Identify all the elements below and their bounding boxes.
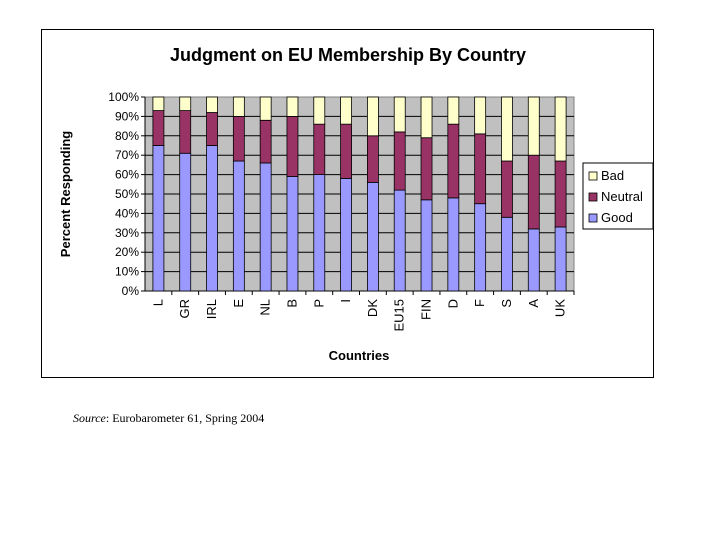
bar-neutral-b xyxy=(286,116,299,177)
legend-swatch-neutral xyxy=(588,192,598,202)
bar-good-e xyxy=(232,160,245,292)
bar-bad-gr xyxy=(179,96,192,111)
bar-good-i xyxy=(340,178,352,292)
source-text: : Eurobarometer 61, Spring 2004 xyxy=(105,411,265,425)
bar-good-b xyxy=(286,176,299,292)
x-tick-label: GR xyxy=(177,299,192,319)
bar-neutral-fin xyxy=(420,137,433,201)
bar-good-a xyxy=(527,228,540,292)
legend-swatch-good xyxy=(588,213,598,223)
chart-frame: Judgment on EU Membership By Country 0% 1… xyxy=(41,29,654,378)
bar-bad-dk xyxy=(367,96,379,137)
bar-good-fin xyxy=(420,199,433,292)
bar-good-eu15 xyxy=(393,189,406,292)
bar-good-dk xyxy=(367,181,379,292)
bar-neutral-i xyxy=(340,123,352,179)
bar-good-gr xyxy=(179,152,192,292)
source-label: Source xyxy=(73,411,106,425)
bar-neutral-a xyxy=(527,154,540,230)
y-tick-label: 100% xyxy=(108,90,139,104)
bar-bad-f xyxy=(474,96,487,135)
bar-bad-d xyxy=(447,96,460,125)
x-tick-label: A xyxy=(526,299,541,308)
bar-bad-eu15 xyxy=(393,96,406,133)
y-tick-label: 30% xyxy=(115,226,139,240)
x-tick-label: NL xyxy=(258,299,273,316)
y-tick-label: 80% xyxy=(115,129,139,143)
bar-neutral-uk xyxy=(554,160,567,228)
source-note: Source: Eurobarometer 61, Spring 2004 xyxy=(73,411,264,426)
bar-good-uk xyxy=(554,226,567,292)
x-axis-label: Countries xyxy=(329,348,390,363)
bar-neutral-e xyxy=(232,116,245,162)
x-tick-label: B xyxy=(284,299,299,308)
legend-label-neutral: Neutral xyxy=(601,189,643,204)
legend-label-good: Good xyxy=(601,210,633,225)
bar-bad-a xyxy=(527,96,540,156)
x-tick-label: EU15 xyxy=(392,299,407,332)
bar-good-nl xyxy=(259,162,272,292)
bar-good-f xyxy=(474,203,487,292)
bar-bad-fin xyxy=(420,96,433,139)
bar-neutral-nl xyxy=(259,119,272,164)
chart-title: Judgment on EU Membership By Country xyxy=(170,45,526,65)
plot-area: 0% 10% 20% 30% 40% 50% 60% 70% 80% 90% 100% L GR IRL E… xyxy=(108,90,575,332)
x-tick-label: F xyxy=(472,299,487,307)
y-tick-label: 50% xyxy=(115,187,139,201)
x-tick-label: S xyxy=(499,299,514,308)
bar-good-d xyxy=(447,197,460,292)
bar-bad-l xyxy=(152,96,165,111)
y-tick-label: 90% xyxy=(115,109,139,123)
bar-bad-b xyxy=(286,96,299,117)
y-tick-label: 20% xyxy=(115,245,139,259)
y-tick-label: 10% xyxy=(115,265,139,279)
bar-neutral-irl xyxy=(206,112,218,146)
x-tick-label: I xyxy=(338,299,353,303)
bar-neutral-d xyxy=(447,123,460,199)
bar-good-l xyxy=(152,145,165,292)
x-tick-label: DK xyxy=(365,299,380,317)
bar-bad-i xyxy=(340,96,352,125)
y-tick-label: 60% xyxy=(115,168,139,182)
x-tick-label: E xyxy=(231,299,246,308)
bar-neutral-dk xyxy=(367,135,379,183)
bar-good-p xyxy=(313,174,326,292)
bar-bad-nl xyxy=(259,96,272,121)
legend-label-bad: Bad xyxy=(601,168,624,183)
bar-neutral-eu15 xyxy=(393,131,406,191)
bar-neutral-l xyxy=(152,110,165,146)
bar-neutral-p xyxy=(313,123,326,176)
bar-neutral-s xyxy=(501,160,513,218)
legend: Bad Neutral Good xyxy=(582,162,654,230)
x-tick-label: L xyxy=(150,299,165,306)
x-tick-label: IRL xyxy=(204,299,219,319)
y-tick-label: 70% xyxy=(115,148,139,162)
x-tick-label: UK xyxy=(553,299,568,317)
bar-bad-s xyxy=(501,96,513,162)
x-tick-label: D xyxy=(445,299,460,308)
x-tick-label: FIN xyxy=(419,299,434,320)
y-tick-label: 40% xyxy=(115,206,139,220)
x-tick-label: P xyxy=(311,299,326,308)
bar-bad-uk xyxy=(554,96,567,162)
bar-bad-irl xyxy=(206,96,218,113)
stacked-bar-chart: Judgment on EU Membership By Country 0% 1… xyxy=(58,45,654,363)
bar-good-irl xyxy=(206,145,218,292)
legend-swatch-bad xyxy=(588,171,598,181)
bar-bad-e xyxy=(232,96,245,117)
bar-bad-p xyxy=(313,96,326,125)
y-tick-label: 0% xyxy=(122,284,140,298)
y-axis-label: Percent Responding xyxy=(58,131,73,257)
bar-good-s xyxy=(501,216,513,292)
bar-neutral-gr xyxy=(179,110,192,154)
bar-neutral-f xyxy=(474,133,487,205)
